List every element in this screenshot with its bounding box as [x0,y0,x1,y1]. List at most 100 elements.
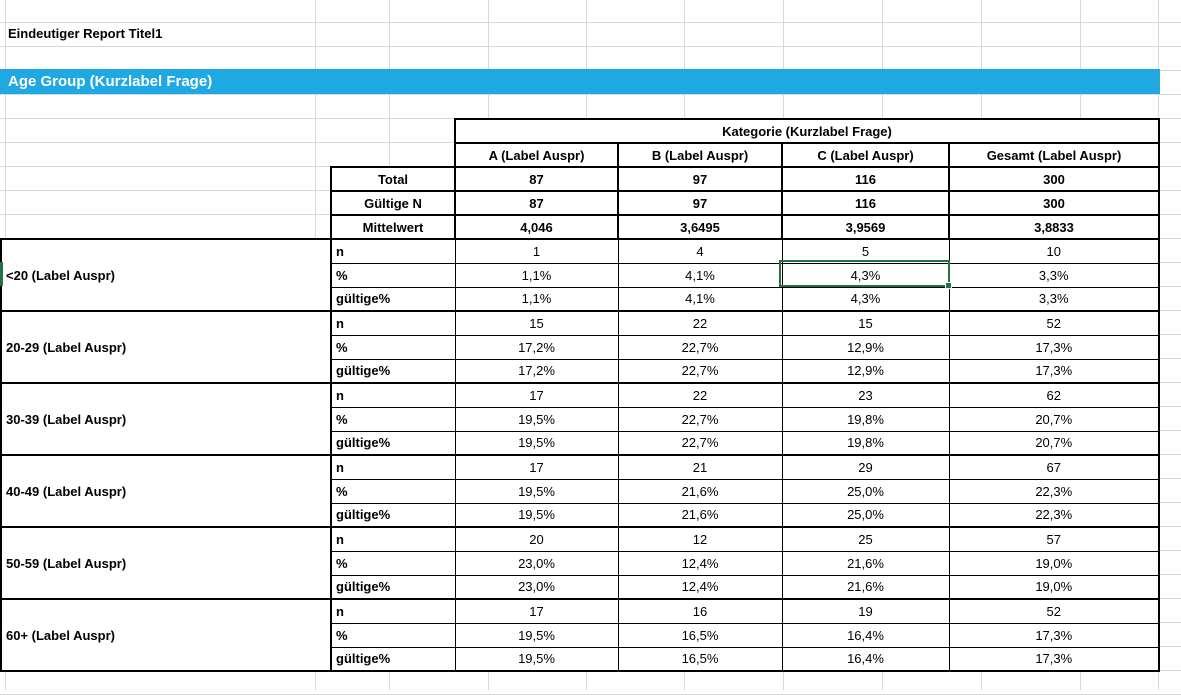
summary-value[interactable]: 300 [948,190,1160,216]
data-cell[interactable]: 17 [454,598,619,624]
stat-label[interactable]: n [330,526,456,552]
data-cell[interactable]: 17 [454,382,619,408]
data-cell[interactable]: 4,1% [617,286,783,312]
data-cell[interactable]: 29 [781,454,950,480]
column-header[interactable]: C (Label Auspr) [781,142,950,168]
data-cell[interactable]: 17,2% [454,358,619,384]
data-cell[interactable]: 12,9% [781,334,950,360]
column-header[interactable]: Gesamt (Label Auspr) [948,142,1160,168]
data-cell[interactable]: 17,3% [948,646,1160,672]
stat-label[interactable]: gültige% [330,646,456,672]
data-cell[interactable]: 19,5% [454,502,619,528]
group-label[interactable]: 20-29 (Label Auspr) [0,310,332,384]
data-cell[interactable]: 67 [948,454,1160,480]
data-cell[interactable]: 25,0% [781,478,950,504]
group-label[interactable]: 40-49 (Label Auspr) [0,454,332,528]
stat-label[interactable]: gültige% [330,358,456,384]
stat-label[interactable]: % [330,622,456,648]
stat-label[interactable]: n [330,310,456,336]
report-title[interactable]: Eindeutiger Report Titel1 [8,26,163,41]
group-label[interactable]: <20 (Label Auspr) [0,238,332,312]
data-cell[interactable]: 4,3% [781,262,950,288]
group-label[interactable]: 60+ (Label Auspr) [0,598,332,672]
summary-value[interactable]: 3,8833 [948,214,1160,240]
column-header[interactable]: A (Label Auspr) [454,142,619,168]
stat-label[interactable]: gültige% [330,502,456,528]
data-cell[interactable]: 22,7% [617,406,783,432]
data-cell[interactable]: 22 [617,310,783,336]
data-cell[interactable]: 21,6% [617,478,783,504]
kategorie-header[interactable]: Kategorie (Kurzlabel Frage) [454,118,1160,144]
data-cell[interactable]: 25 [781,526,950,552]
data-cell[interactable]: 19,5% [454,406,619,432]
data-cell[interactable]: 1,1% [454,286,619,312]
data-cell[interactable]: 22,3% [948,478,1160,504]
data-cell[interactable]: 19 [781,598,950,624]
summary-value[interactable]: 87 [454,166,619,192]
summary-value[interactable]: 4,046 [454,214,619,240]
stat-label[interactable]: gültige% [330,286,456,312]
data-cell[interactable]: 4,1% [617,262,783,288]
data-cell[interactable]: 22,7% [617,358,783,384]
data-cell[interactable]: 22,3% [948,502,1160,528]
stat-label[interactable]: % [330,478,456,504]
stat-label[interactable]: % [330,262,456,288]
data-cell[interactable]: 25,0% [781,502,950,528]
summary-value[interactable]: 97 [617,190,783,216]
data-cell[interactable]: 16 [617,598,783,624]
data-cell[interactable]: 10 [948,238,1160,264]
data-cell[interactable]: 21,6% [781,550,950,576]
fill-handle[interactable] [945,282,952,289]
data-cell[interactable]: 12,9% [781,358,950,384]
stat-label[interactable]: gültige% [330,574,456,600]
data-cell[interactable]: 16,5% [617,622,783,648]
stat-label[interactable]: % [330,406,456,432]
summary-value[interactable]: 97 [617,166,783,192]
data-cell[interactable]: 17,3% [948,358,1160,384]
data-cell[interactable]: 20,7% [948,430,1160,456]
summary-label[interactable]: Gültige N [330,190,456,216]
stat-label[interactable]: n [330,382,456,408]
question-banner[interactable]: Age Group (Kurzlabel Frage) [0,69,1160,94]
group-label[interactable]: 50-59 (Label Auspr) [0,526,332,600]
data-cell[interactable]: 57 [948,526,1160,552]
data-cell[interactable]: 4,3% [781,286,950,312]
data-cell[interactable]: 17,3% [948,622,1160,648]
data-cell[interactable]: 16,5% [617,646,783,672]
data-cell[interactable]: 22,7% [617,334,783,360]
data-cell[interactable]: 16,4% [781,646,950,672]
stat-label[interactable]: % [330,334,456,360]
data-cell[interactable]: 3,3% [948,286,1160,312]
data-cell[interactable]: 16,4% [781,622,950,648]
data-cell[interactable]: 4 [617,238,783,264]
data-cell[interactable]: 19,5% [454,430,619,456]
data-cell[interactable]: 19,8% [781,430,950,456]
data-cell[interactable]: 15 [454,310,619,336]
summary-value[interactable]: 300 [948,166,1160,192]
data-cell[interactable]: 12,4% [617,550,783,576]
data-cell[interactable]: 62 [948,382,1160,408]
data-cell[interactable]: 20,7% [948,406,1160,432]
data-cell[interactable]: 19,0% [948,574,1160,600]
group-label[interactable]: 30-39 (Label Auspr) [0,382,332,456]
data-cell[interactable]: 23,0% [454,550,619,576]
data-cell[interactable]: 21,6% [617,502,783,528]
data-cell[interactable]: 20 [454,526,619,552]
data-cell[interactable]: 3,3% [948,262,1160,288]
data-cell[interactable]: 19,0% [948,550,1160,576]
data-cell[interactable]: 17,2% [454,334,619,360]
data-cell[interactable]: 12 [617,526,783,552]
stat-label[interactable]: n [330,598,456,624]
data-cell[interactable]: 21,6% [781,574,950,600]
data-cell[interactable]: 19,5% [454,646,619,672]
stat-label[interactable]: % [330,550,456,576]
data-cell[interactable]: 23 [781,382,950,408]
data-cell[interactable]: 19,5% [454,622,619,648]
summary-label[interactable]: Mittelwert [330,214,456,240]
summary-label[interactable]: Total [330,166,456,192]
data-cell[interactable]: 19,5% [454,478,619,504]
data-cell[interactable]: 22 [617,382,783,408]
data-cell[interactable]: 15 [781,310,950,336]
data-cell[interactable]: 17,3% [948,334,1160,360]
selected-cell-outline[interactable] [779,260,952,289]
